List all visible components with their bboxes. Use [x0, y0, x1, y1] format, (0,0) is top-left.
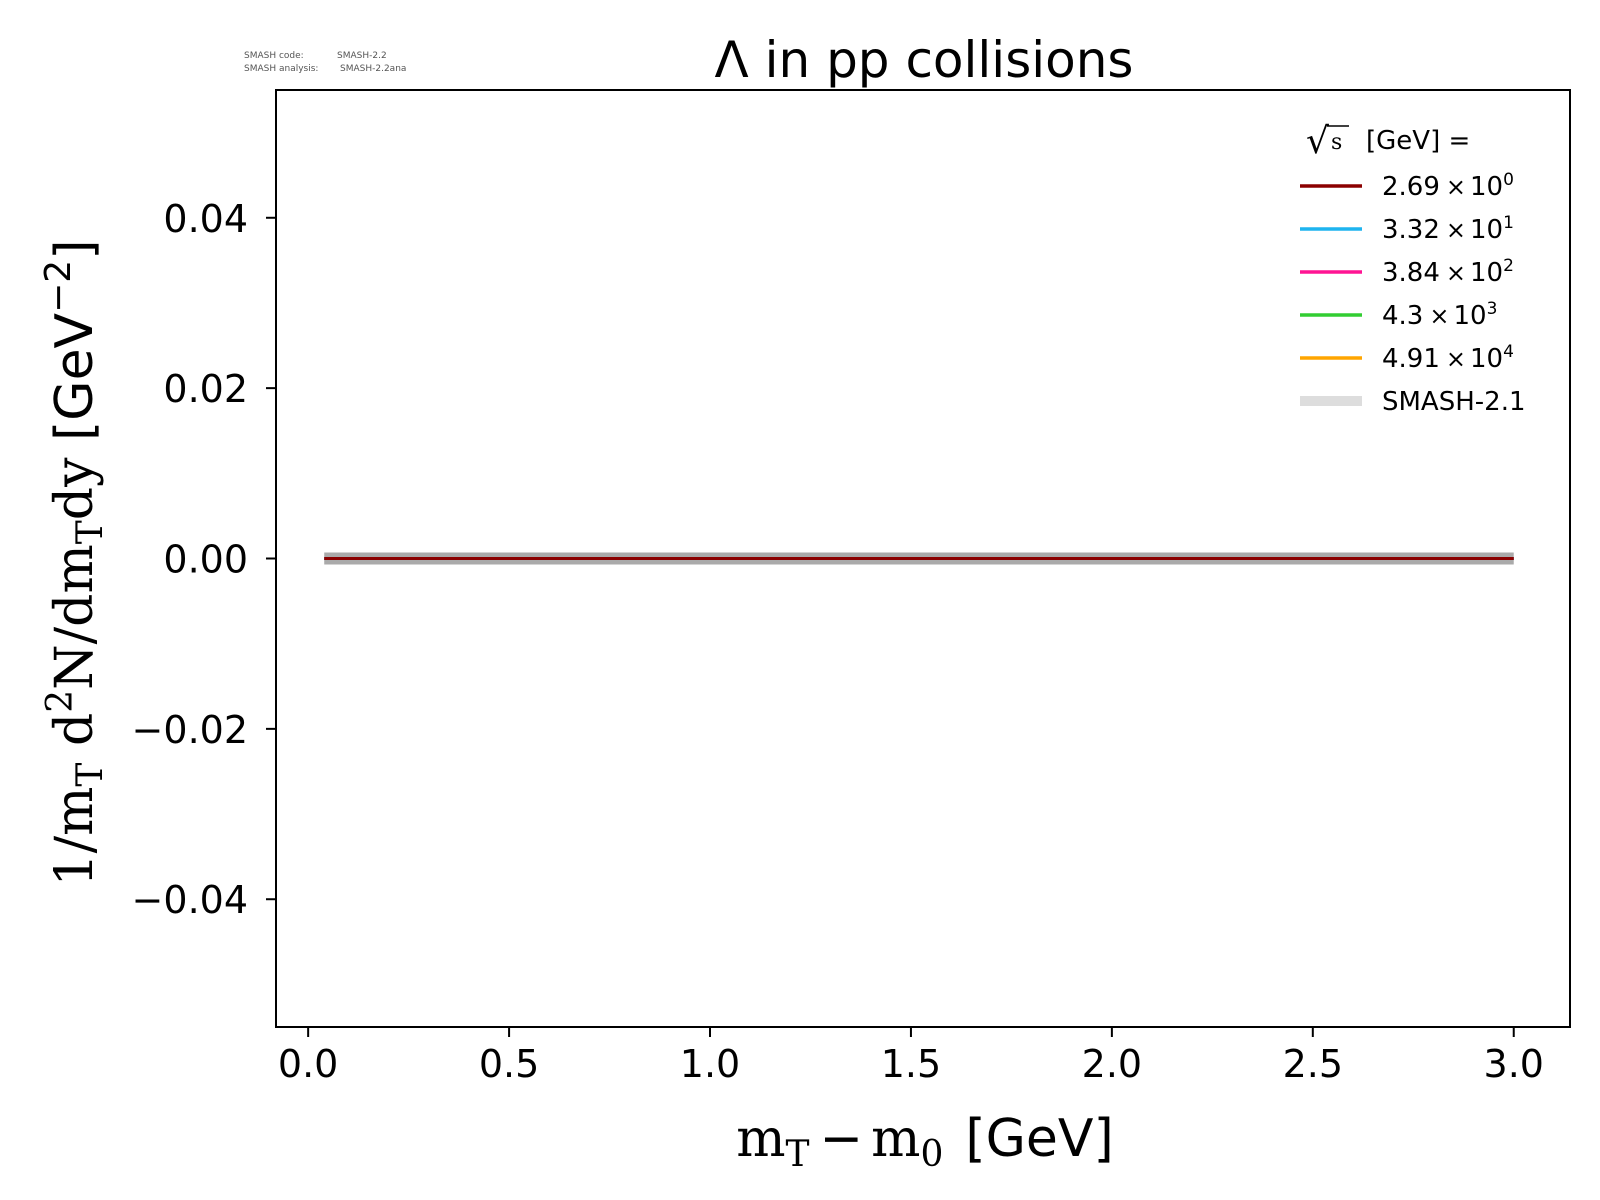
x-tick-label: 0.5 [479, 1042, 539, 1086]
y-label-sup: 2 [40, 690, 81, 713]
version-code-value: SMASH-2.2 [337, 51, 387, 61]
legend-entry-exp: 1 [1503, 213, 1514, 233]
y-tick-label: 0.00 [163, 538, 248, 582]
legend-entry-base: 10 [1470, 258, 1503, 288]
version-code-label: SMASH code: [244, 51, 304, 61]
x-axis-ticks: 0.0 0.5 1.0 1.5 2.0 2.5 3.0 [278, 1027, 1544, 1086]
y-label-unit-close: ] [45, 239, 105, 259]
legend-entry-times: × [1446, 173, 1466, 201]
y-label-sub2: T [70, 520, 111, 544]
legend-entry-exp: 4 [1503, 342, 1514, 362]
x-label-sub-0: 0 [920, 1134, 943, 1175]
x-tick-label: 1.5 [881, 1042, 941, 1086]
legend-title-s: s [1331, 130, 1342, 155]
legend-entry-label: SMASH-2.1 [1382, 387, 1526, 417]
version-analysis-value: SMASH-2.2ana [340, 64, 406, 74]
legend-entry-exp: 0 [1503, 170, 1514, 190]
x-tick-label: 0.0 [278, 1042, 338, 1086]
legend-entry-base: 10 [1470, 172, 1503, 202]
legend-title-radical: √ [1306, 121, 1329, 162]
version-analysis-label: SMASH analysis: [244, 64, 318, 74]
y-axis-ticks: 0.04 0.02 0.00 −0.02 −0.04 [132, 197, 276, 922]
legend-entry-mantissa: 4.3 [1382, 301, 1423, 331]
x-axis-label: mT − m0 [GeV] [736, 1109, 1114, 1175]
legend-entry-times: × [1429, 302, 1449, 330]
x-label-unit: [GeV] [965, 1109, 1113, 1169]
legend-entry-label: 2.69 × 100 [1382, 170, 1514, 202]
legend-entry-times: × [1446, 259, 1466, 287]
legend-entry-base: 10 [1470, 215, 1503, 245]
y-tick-label: 0.04 [163, 197, 248, 241]
y-axis-label: 1/mT d2N/dmTdy [GeV−2] [38, 239, 111, 886]
y-label-part3: N/dm [45, 544, 105, 690]
legend-title: √ s [GeV] = [1306, 121, 1470, 162]
x-tick-label: 2.5 [1283, 1042, 1343, 1086]
legend-entry-times: × [1446, 216, 1466, 244]
version-info: SMASH code: SMASH-2.2 SMASH analysis: SM… [244, 51, 406, 74]
x-tick-label: 2.0 [1082, 1042, 1142, 1086]
x-label-m1: m [736, 1109, 785, 1169]
y-tick-label: −0.04 [132, 878, 248, 922]
x-tick-label: 3.0 [1484, 1042, 1544, 1086]
y-tick-label: −0.02 [132, 708, 248, 752]
legend-entry-mantissa: 2.69 [1382, 172, 1440, 202]
legend-entry-mantissa: 3.32 [1382, 215, 1440, 245]
x-tick-label: 1.0 [680, 1042, 740, 1086]
x-label-m2: m [871, 1109, 920, 1169]
legend-entry-exp: 3 [1487, 299, 1498, 319]
x-label-minus: − [820, 1109, 864, 1169]
y-label-part4: dy [45, 441, 105, 520]
legend-entry-base: 10 [1470, 344, 1503, 374]
y-label-sub1: T [70, 763, 111, 787]
legend-title-text: [GeV] = [1366, 126, 1470, 156]
y-label-unit-open: [GeV [45, 312, 105, 441]
y-tick-label: 0.02 [163, 367, 248, 411]
y-label-unit-sup: −2 [38, 260, 79, 313]
y-label-part2: d [45, 713, 105, 763]
legend-entry-mantissa: 4.91 [1382, 344, 1440, 374]
y-label-part1: 1/m [45, 787, 105, 887]
plot-area-frame [275, 89, 1571, 1028]
x-label-sub-t: T [786, 1134, 810, 1175]
legend-entry-label: 4.91 × 104 [1382, 342, 1514, 374]
legend-entry-label: 4.3 × 103 [1382, 299, 1497, 331]
legend-entry-label: 3.32 × 101 [1382, 213, 1514, 245]
legend-entry-times: × [1446, 345, 1466, 373]
legend-entry-exp: 2 [1503, 256, 1514, 276]
chart-title: Λ in pp collisions [715, 31, 1134, 89]
legend-entry-base: 10 [1453, 301, 1486, 331]
legend-entry-label: 3.84 × 102 [1382, 256, 1514, 288]
legend-entry-mantissa: 3.84 [1382, 258, 1440, 288]
